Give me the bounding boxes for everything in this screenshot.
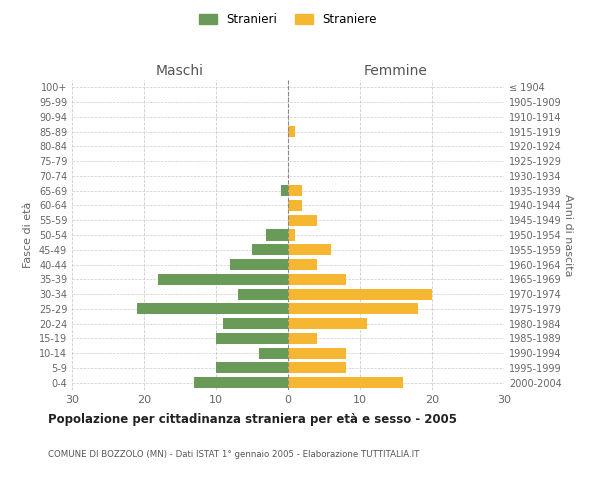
Y-axis label: Fasce di età: Fasce di età bbox=[23, 202, 33, 268]
Bar bbox=[288, 200, 302, 211]
Text: Popolazione per cittadinanza straniera per età e sesso - 2005: Popolazione per cittadinanza straniera p… bbox=[48, 412, 457, 426]
Bar bbox=[288, 230, 295, 240]
Bar bbox=[158, 274, 288, 285]
Bar bbox=[137, 304, 288, 314]
Bar bbox=[252, 244, 288, 256]
Bar bbox=[288, 185, 302, 196]
Bar bbox=[288, 304, 418, 314]
Bar bbox=[259, 348, 288, 358]
Bar bbox=[238, 288, 288, 300]
Bar bbox=[288, 126, 295, 137]
Bar bbox=[266, 230, 288, 240]
Bar bbox=[216, 362, 288, 374]
Bar bbox=[288, 318, 367, 329]
Bar bbox=[288, 274, 346, 285]
Bar bbox=[288, 259, 317, 270]
Text: Femmine: Femmine bbox=[364, 64, 428, 78]
Bar bbox=[223, 318, 288, 329]
Text: COMUNE DI BOZZOLO (MN) - Dati ISTAT 1° gennaio 2005 - Elaborazione TUTTITALIA.IT: COMUNE DI BOZZOLO (MN) - Dati ISTAT 1° g… bbox=[48, 450, 419, 459]
Bar bbox=[216, 333, 288, 344]
Bar bbox=[230, 259, 288, 270]
Bar bbox=[288, 333, 317, 344]
Bar bbox=[281, 185, 288, 196]
Legend: Stranieri, Straniere: Stranieri, Straniere bbox=[194, 8, 382, 31]
Bar bbox=[288, 214, 317, 226]
Y-axis label: Anni di nascita: Anni di nascita bbox=[563, 194, 573, 276]
Text: Maschi: Maschi bbox=[156, 64, 204, 78]
Bar bbox=[288, 377, 403, 388]
Bar bbox=[288, 362, 346, 374]
Bar bbox=[194, 377, 288, 388]
Bar bbox=[288, 288, 432, 300]
Bar bbox=[288, 348, 346, 358]
Bar bbox=[288, 244, 331, 256]
